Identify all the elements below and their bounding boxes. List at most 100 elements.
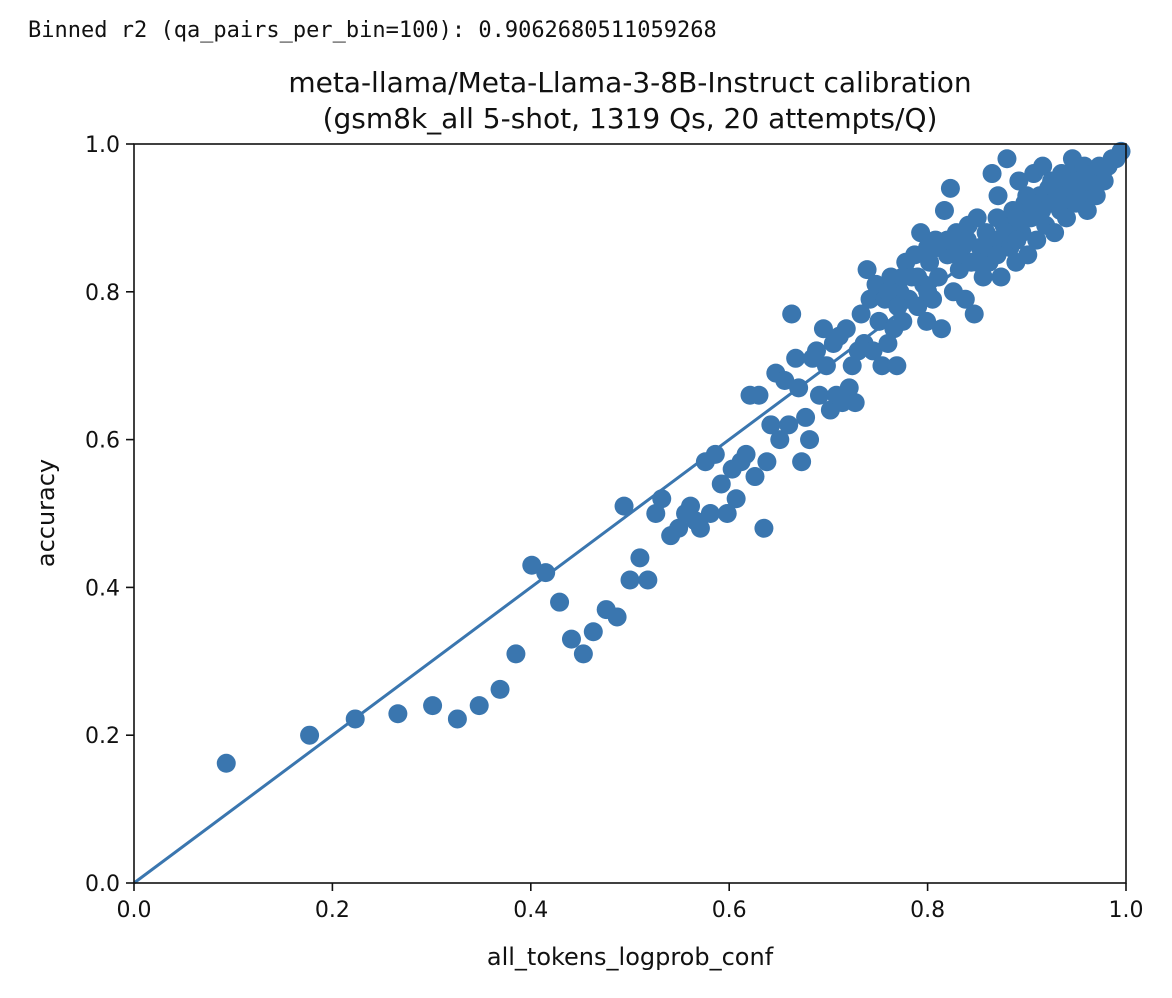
data-point bbox=[447, 709, 467, 729]
data-point bbox=[806, 341, 826, 361]
data-point bbox=[872, 356, 892, 376]
data-point bbox=[775, 370, 795, 390]
data-point bbox=[761, 415, 781, 435]
data-point bbox=[638, 570, 658, 590]
data-point bbox=[918, 237, 938, 257]
data-point bbox=[388, 704, 408, 724]
data-point bbox=[973, 267, 993, 287]
chart-title-line2: (gsm8k_all 5-shot, 1319 Qs, 20 attempts/… bbox=[323, 102, 938, 135]
data-point bbox=[490, 679, 510, 699]
data-point bbox=[300, 725, 320, 745]
data-point bbox=[987, 208, 1007, 228]
data-point bbox=[1061, 178, 1081, 198]
data-point bbox=[1066, 193, 1086, 213]
data-point bbox=[887, 356, 907, 376]
data-point bbox=[863, 341, 883, 361]
data-point bbox=[216, 753, 236, 773]
data-point bbox=[997, 149, 1017, 169]
y-tick-label: 0.8 bbox=[85, 281, 120, 306]
data-point bbox=[786, 348, 806, 368]
data-point bbox=[1056, 208, 1076, 228]
x-tick-label: 0.4 bbox=[513, 898, 548, 923]
data-point bbox=[931, 319, 951, 339]
y-tick-label: 0.0 bbox=[85, 872, 120, 897]
data-point bbox=[711, 474, 731, 494]
data-point bbox=[947, 245, 967, 265]
data-point bbox=[987, 245, 1007, 265]
data-point bbox=[607, 607, 627, 627]
data-point bbox=[749, 385, 769, 405]
data-point bbox=[614, 496, 634, 516]
data-point bbox=[917, 311, 937, 331]
data-point bbox=[757, 452, 777, 472]
data-point bbox=[842, 356, 862, 376]
data-point bbox=[1007, 230, 1027, 250]
data-point bbox=[754, 518, 774, 538]
data-point bbox=[792, 452, 812, 472]
data-point bbox=[813, 319, 833, 339]
data-point bbox=[550, 592, 570, 612]
data-point bbox=[690, 518, 710, 538]
data-point bbox=[934, 201, 954, 221]
data-point bbox=[869, 311, 889, 331]
data-point bbox=[700, 504, 720, 523]
axes-frame bbox=[133, 143, 1127, 884]
data-point bbox=[967, 208, 987, 228]
data-point bbox=[583, 622, 603, 642]
y-tick-label: 1.0 bbox=[85, 133, 120, 158]
data-point bbox=[705, 444, 725, 464]
data-point bbox=[878, 282, 898, 302]
data-point bbox=[839, 378, 859, 398]
data-point bbox=[957, 230, 977, 250]
data-point bbox=[796, 407, 816, 427]
data-point bbox=[878, 334, 898, 354]
x-tick-label: 1.0 bbox=[1109, 898, 1144, 923]
data-point bbox=[1045, 223, 1065, 243]
data-point bbox=[888, 297, 908, 317]
x-tick-label: 0.0 bbox=[117, 898, 152, 923]
data-point bbox=[964, 304, 984, 324]
data-point bbox=[929, 267, 949, 287]
data-point bbox=[809, 385, 829, 405]
data-point bbox=[908, 297, 928, 317]
data-point bbox=[573, 644, 593, 664]
data-point bbox=[726, 489, 746, 509]
data-point bbox=[536, 563, 556, 583]
data-point bbox=[646, 504, 666, 523]
data-point bbox=[816, 356, 836, 376]
data-point bbox=[1018, 245, 1038, 265]
data-point bbox=[937, 230, 957, 250]
y-tick-label: 0.6 bbox=[85, 429, 120, 454]
data-point bbox=[630, 548, 650, 568]
x-axis-label: all_tokens_logprob_conf bbox=[487, 943, 774, 971]
data-point bbox=[908, 267, 928, 287]
data-point bbox=[1022, 193, 1042, 213]
data-point bbox=[745, 467, 765, 487]
data-point bbox=[911, 223, 931, 243]
data-point bbox=[561, 629, 581, 649]
data-point bbox=[469, 696, 489, 716]
data-point bbox=[860, 289, 880, 309]
data-point bbox=[681, 496, 701, 516]
data-point bbox=[982, 164, 1002, 184]
data-point bbox=[857, 260, 877, 280]
data-point bbox=[522, 555, 542, 575]
data-point bbox=[782, 304, 802, 324]
data-point bbox=[789, 378, 809, 398]
cell-output-text: Binned r2 (qa_pairs_per_bin=100): 0.9062… bbox=[28, 18, 717, 43]
data-point bbox=[345, 709, 365, 729]
data-point bbox=[506, 644, 526, 664]
data-point bbox=[836, 319, 856, 339]
data-point bbox=[1052, 164, 1072, 184]
y-tick-label: 0.2 bbox=[85, 724, 120, 749]
x-tick-label: 0.6 bbox=[712, 898, 747, 923]
x-tick-label: 0.8 bbox=[910, 898, 945, 923]
data-point bbox=[717, 504, 737, 523]
data-point bbox=[652, 489, 672, 509]
data-point bbox=[770, 430, 790, 450]
data-point bbox=[940, 178, 960, 198]
data-point bbox=[1027, 230, 1047, 250]
data-point bbox=[669, 518, 689, 538]
data-point bbox=[991, 267, 1011, 287]
